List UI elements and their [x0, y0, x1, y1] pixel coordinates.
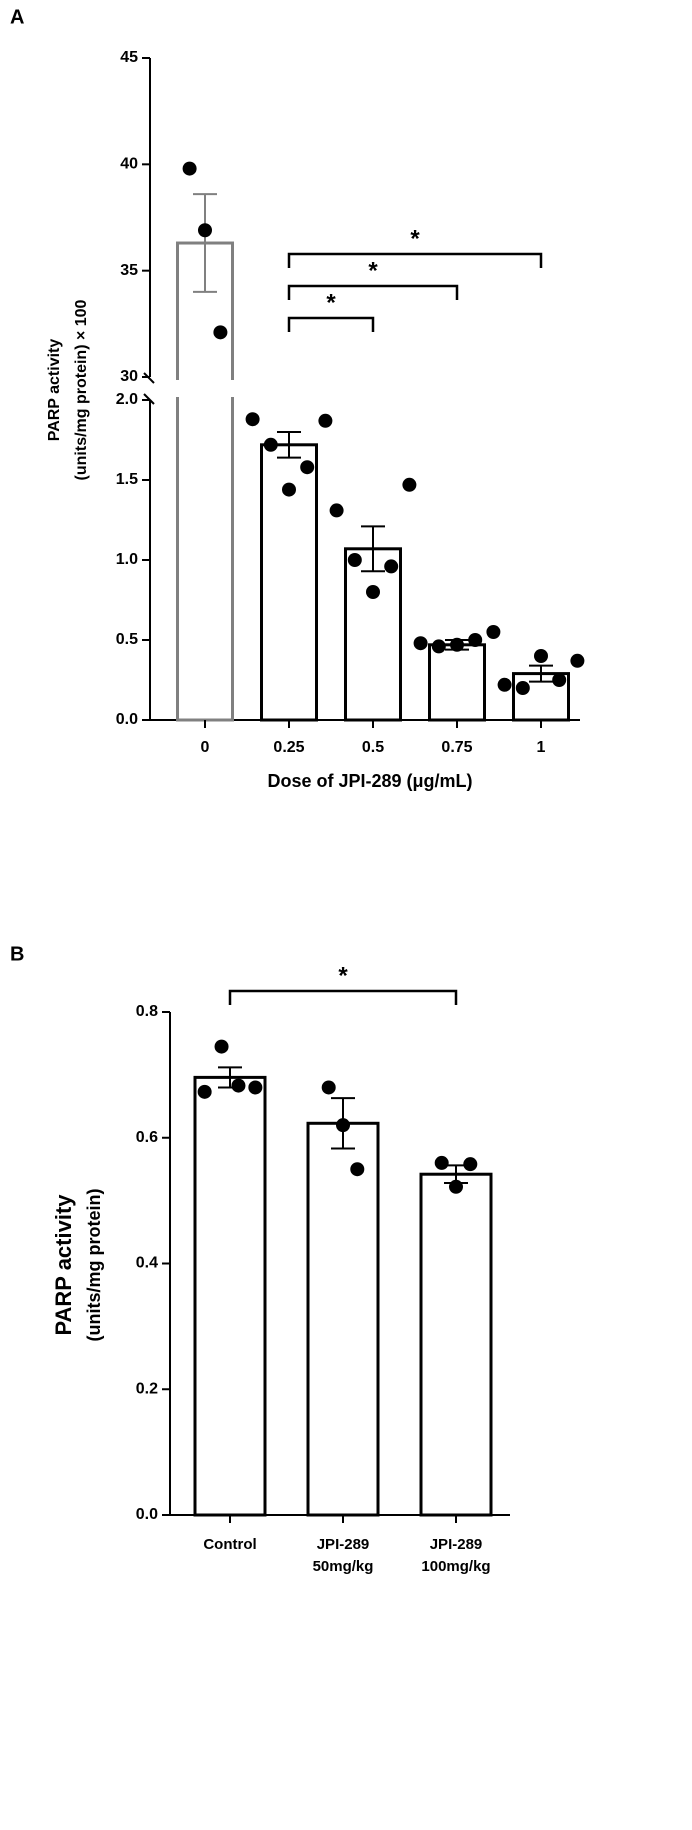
- x-tick-label: JPI-289: [317, 1536, 370, 1553]
- x-tick-label: 0.25: [273, 739, 304, 756]
- x-tick-label: Control: [203, 1536, 256, 1553]
- axis-break-gap: [140, 380, 570, 397]
- data-point: [336, 1118, 350, 1133]
- data-point: [413, 636, 428, 651]
- data-point: [318, 413, 333, 428]
- data-point: [366, 585, 380, 599]
- y-tick-label: 0.8: [136, 1003, 158, 1020]
- x-tick-label: JPI-289: [430, 1536, 483, 1553]
- bar: [344, 547, 402, 722]
- data-point: [570, 653, 585, 668]
- y-tick-label: 0.0: [136, 1506, 158, 1523]
- data-point: [321, 1080, 336, 1095]
- data-point: [552, 673, 567, 687]
- data-point: [402, 477, 417, 492]
- y-axis-label: (units/mg protein): [84, 1189, 104, 1342]
- data-point: [263, 437, 278, 452]
- data-point: [468, 633, 483, 647]
- x-tick-label: 100mg/kg: [421, 1558, 490, 1575]
- x-tick-label: 50mg/kg: [313, 1558, 374, 1575]
- significance-label: *: [368, 257, 378, 284]
- error-bar: [529, 664, 553, 683]
- y-tick-label: 45: [120, 49, 138, 66]
- y-tick-label: 0.2: [136, 1380, 158, 1397]
- data-point: [231, 1078, 246, 1093]
- significance-bracket: [228, 989, 458, 1005]
- x-axis-label: Dose of JPI-289 (μg/mL): [267, 771, 472, 791]
- bar: [176, 241, 234, 722]
- x-tick-label: 0.75: [441, 739, 472, 756]
- data-point: [245, 412, 260, 427]
- data-point: [213, 325, 228, 340]
- significance-bracket: [287, 284, 459, 300]
- bar: [193, 1075, 267, 1517]
- panel-label: B: [10, 943, 24, 965]
- data-point: [486, 625, 501, 639]
- bar: [419, 1172, 493, 1517]
- data-point: [534, 649, 548, 663]
- error-bar: [193, 193, 217, 293]
- y-tick-label: 0.5: [116, 631, 138, 648]
- data-point: [463, 1157, 478, 1172]
- y-tick-label: 40: [120, 156, 138, 173]
- data-point: [431, 639, 446, 654]
- error-bar: [277, 431, 301, 459]
- data-point: [300, 460, 315, 475]
- bar: [428, 643, 486, 722]
- panel-label: A: [10, 6, 24, 28]
- significance-label: *: [338, 962, 348, 989]
- bar: [260, 443, 318, 722]
- data-point: [515, 681, 530, 695]
- x-tick-label: 1: [537, 739, 546, 756]
- y-tick-label: 0.0: [116, 711, 138, 728]
- y-axis-label: PARP activity: [51, 1194, 76, 1336]
- x-tick-label: 0.5: [362, 739, 384, 756]
- x-tick-label: 0: [201, 739, 210, 756]
- y-tick-label: 30: [120, 368, 138, 385]
- data-point: [182, 161, 197, 176]
- data-point: [197, 1084, 212, 1099]
- axis-break: [143, 372, 155, 384]
- data-point: [450, 637, 464, 652]
- significance-label: *: [410, 225, 420, 252]
- significance-bracket: [287, 252, 543, 268]
- y-tick-label: 0.6: [136, 1129, 158, 1146]
- data-point: [329, 503, 344, 518]
- data-point: [248, 1080, 263, 1095]
- bar: [306, 1121, 380, 1517]
- y-tick-label: 1.5: [116, 471, 138, 488]
- data-point: [282, 482, 296, 497]
- y-axis-label: PARP activity: [46, 339, 63, 442]
- significance-label: *: [326, 289, 336, 316]
- y-tick-label: 2.0: [116, 391, 138, 408]
- data-point: [497, 677, 512, 692]
- data-point: [214, 1039, 229, 1054]
- y-tick-label: 0.4: [136, 1255, 158, 1272]
- y-axis-label: (units/mg protein) × 100: [73, 299, 90, 480]
- data-point: [347, 553, 362, 567]
- data-point: [198, 223, 212, 238]
- axis-break: [143, 393, 155, 405]
- data-point: [434, 1155, 449, 1170]
- data-point: [449, 1179, 463, 1194]
- y-tick-label: 1.0: [116, 551, 138, 568]
- data-point: [350, 1162, 365, 1177]
- significance-bracket: [287, 316, 375, 332]
- error-bar: [361, 525, 385, 573]
- data-point: [384, 559, 399, 574]
- y-tick-label: 35: [120, 262, 138, 279]
